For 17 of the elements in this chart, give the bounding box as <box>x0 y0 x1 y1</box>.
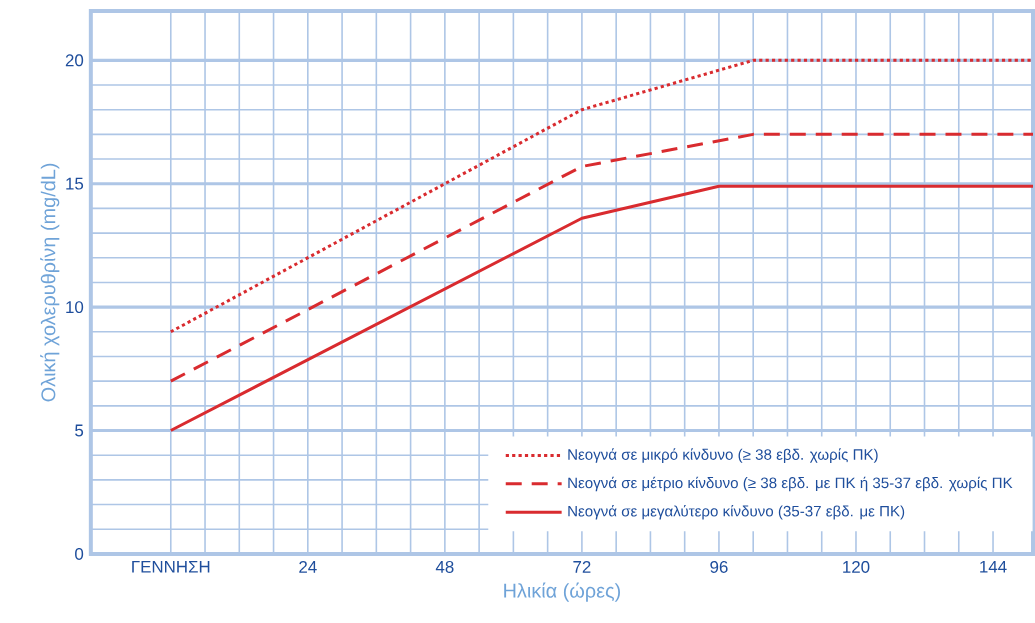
y-tick-label: 10 <box>66 301 84 314</box>
x-tick-label: 120 <box>843 561 870 574</box>
y-tick-label: 15 <box>66 177 84 190</box>
x-tick-label: 96 <box>710 561 728 574</box>
y-tick-label: 5 <box>75 424 84 437</box>
x-axis-title: Ηλικία (ώρες) <box>504 582 620 602</box>
x-tick-label: ΓΕΝΝΗΣΗ <box>132 561 210 573</box>
legend-label: Νεογνά σε μικρό κίνδυνο (≥ 38 εβδ. χωρίς ΠΚ) <box>568 448 878 463</box>
y-tick-label: 20 <box>65 54 84 67</box>
x-tick-label: 24 <box>299 561 317 573</box>
x-tick-label: 144 <box>980 561 1007 573</box>
x-tick-label: 48 <box>435 561 454 574</box>
x-tick-label: 72 <box>573 561 591 573</box>
y-tick-label: 0 <box>75 548 84 560</box>
legend-label: Νεογνά σε μέτριο κίνδυνο (≥ 38 εβδ. με ΠΚ ή 35-37 εβδ. χωρίς ΠΚ <box>568 476 1013 492</box>
legend-label: Νεογνά σε μεγαλύτερο κίνδυνο (35-37 εβδ. με ΠΚ) <box>568 505 905 520</box>
y-axis-title: Ολική χολερυθρίνη (mg/dL) <box>40 163 60 402</box>
